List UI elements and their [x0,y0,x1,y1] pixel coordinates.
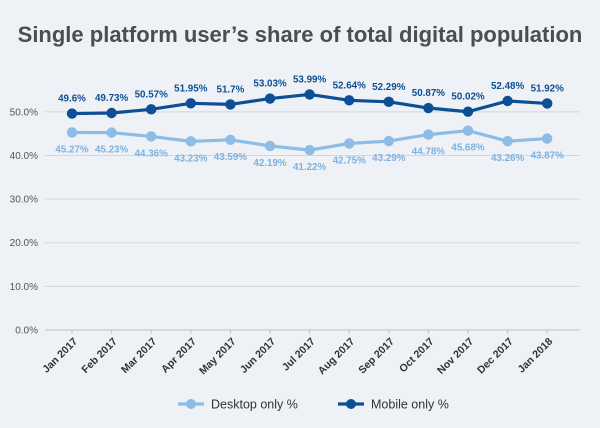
data-label: 45.68% [451,143,485,154]
data-point [264,140,276,152]
data-label: 43.87% [531,151,565,162]
x-tick-label: Dec 2017 [475,336,516,377]
data-point [264,93,276,104]
x-tick-label: Sep 2017 [356,336,397,377]
data-point [423,129,434,140]
data-label: 41.22% [293,162,327,173]
data-point [66,108,78,119]
data-point [462,106,474,117]
data-label: 51.92% [531,83,565,94]
data-point [106,107,117,119]
data-point [344,95,355,106]
legend-label: Mobile only % [371,398,449,412]
data-label: 45.23% [95,145,129,156]
y-tick-label: 10.0% [10,282,38,293]
data-label: 52.48% [491,81,525,92]
x-tick-label: May 2017 [197,336,239,378]
x-tick-label: Oct 2017 [397,336,437,376]
data-label: 49.73% [95,93,129,104]
legend-marker [346,399,356,409]
data-label: 50.57% [135,89,169,100]
y-tick-label: 40.0% [10,151,38,162]
x-tick-label: Mar 2017 [119,336,159,376]
x-tick-label: Apr 2017 [159,336,199,376]
y-tick-label: 20.0% [10,238,38,249]
data-label: 43.29% [372,153,406,164]
data-label: 45.27% [55,144,89,155]
x-tick-label: Jun 2017 [238,336,278,376]
data-point [542,98,553,109]
data-label: 52.29% [372,82,406,93]
y-tick-label: 50.0% [10,107,38,118]
data-label: 42.19% [253,158,287,169]
data-point [423,102,434,114]
data-label: 50.87% [412,88,446,99]
x-tick-label: Nov 2017 [435,336,476,377]
data-point [106,127,117,138]
data-label: 49.6% [58,94,86,105]
data-label: 51.7% [217,84,245,95]
x-tick-label: Aug 2017 [316,336,358,378]
data-point [462,125,474,136]
data-label: 51.95% [174,83,208,94]
data-label: 43.23% [174,153,208,164]
data-point [502,95,513,107]
x-tick-label: Jan 2017 [40,336,80,376]
y-tick-label: 30.0% [10,195,38,206]
legend-marker [186,399,196,409]
data-point [304,144,315,156]
data-label: 44.78% [412,147,446,158]
legend-label: Desktop only % [211,398,298,412]
data-point [225,99,236,110]
chart-title: Single platform user’s share of total di… [17,22,583,47]
y-tick-label: 0.0% [15,326,38,337]
data-point [185,98,196,109]
data-label: 53.99% [293,74,327,85]
data-label: 43.59% [214,152,248,163]
data-label: 42.75% [333,155,367,166]
data-point [383,96,394,108]
x-tick-label: Jul 2017 [280,336,318,374]
data-point [542,133,553,144]
x-tick-label: Feb 2017 [79,336,119,376]
data-point [66,127,78,138]
data-point [344,138,355,149]
data-point [304,89,315,100]
data-point [383,135,394,147]
data-label: 44.36% [135,148,169,159]
data-point [225,134,236,145]
data-label: 43.26% [491,153,525,164]
data-label: 50.02% [451,92,485,103]
data-label: 52.64% [333,80,367,91]
data-point [146,104,157,115]
x-tick-label: Jan 2018 [515,336,555,376]
data-label: 53.03% [253,79,287,90]
data-point [502,136,513,147]
data-point [185,136,196,147]
data-point [146,131,157,142]
